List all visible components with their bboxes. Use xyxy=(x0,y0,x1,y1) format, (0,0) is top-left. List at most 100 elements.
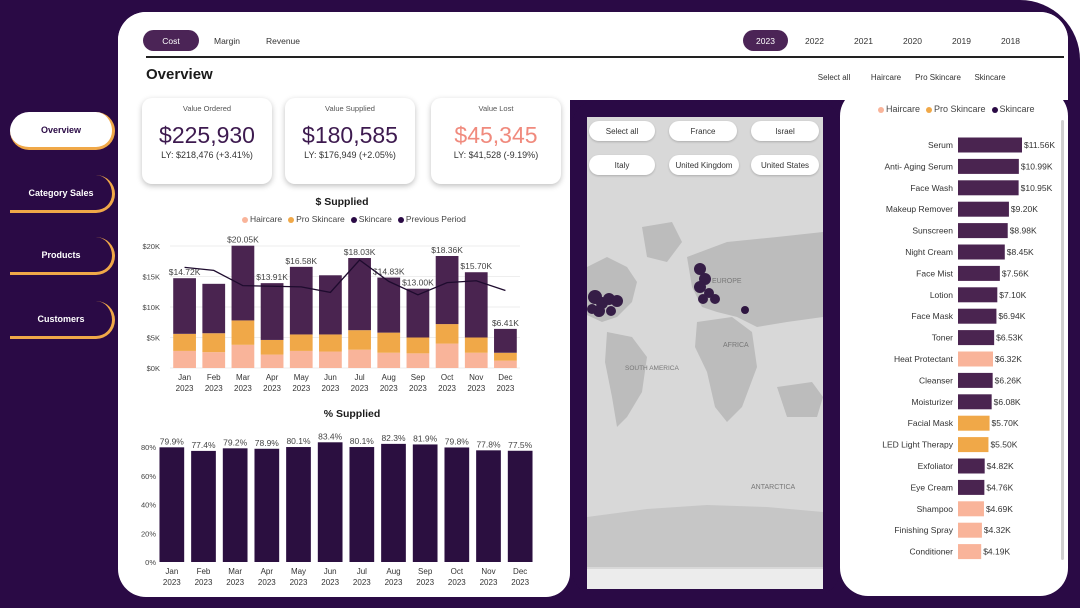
bar-segment-skincare[interactable] xyxy=(464,272,488,338)
bar-segment-haircare[interactable] xyxy=(464,352,488,368)
percent-bar[interactable] xyxy=(222,448,248,562)
bar-segment-skincare[interactable] xyxy=(377,277,401,333)
bar-segment-haircare[interactable] xyxy=(435,343,459,368)
tab-cost[interactable]: Cost xyxy=(143,30,199,51)
bar-segment-haircare[interactable] xyxy=(319,351,342,368)
bar-segment-pro-skincare[interactable] xyxy=(319,334,342,352)
product-bar[interactable] xyxy=(958,201,1009,217)
map-filter-united-states[interactable]: United States xyxy=(751,155,819,175)
percent-bar[interactable] xyxy=(286,447,311,562)
bar-segment-pro-skincare[interactable] xyxy=(377,332,401,353)
product-bar[interactable] xyxy=(958,522,982,538)
map-filter-france[interactable]: France xyxy=(669,121,737,141)
legend-skincare[interactable]: Skincare xyxy=(991,104,1035,114)
tab-2023[interactable]: 2023 xyxy=(743,30,788,51)
bar-segment-pro-skincare[interactable] xyxy=(173,333,196,351)
filter-pro-skincare[interactable]: Pro Skincare xyxy=(915,73,961,82)
legend-pro-skincare[interactable]: Pro Skincare xyxy=(926,104,986,114)
legend-previous-period[interactable]: Previous Period xyxy=(397,214,466,224)
tab-2022[interactable]: 2022 xyxy=(805,35,824,46)
world-map[interactable]: EUROPE AFRICA SOUTH AMERICA ANTARCTICA S… xyxy=(587,117,823,589)
product-bar[interactable] xyxy=(958,479,985,495)
nav-category-sales[interactable]: Category Sales xyxy=(10,175,115,213)
product-bar[interactable] xyxy=(958,180,1019,196)
bar-segment-haircare[interactable] xyxy=(231,344,255,368)
tab-2020[interactable]: 2020 xyxy=(903,35,922,46)
product-scrollbar[interactable] xyxy=(1061,120,1064,560)
tab-2019[interactable]: 2019 xyxy=(952,35,971,46)
bar-segment-pro-skincare[interactable] xyxy=(435,324,459,344)
bar-segment-haircare[interactable] xyxy=(348,349,371,368)
product-bar[interactable] xyxy=(958,415,990,431)
tab-2021[interactable]: 2021 xyxy=(854,35,873,46)
product-bar[interactable] xyxy=(958,137,1022,153)
bar-segment-skincare[interactable] xyxy=(406,288,430,338)
product-bar[interactable] xyxy=(958,372,993,388)
nav-overview[interactable]: Overview xyxy=(10,112,115,150)
legend-haircare[interactable]: Haircare xyxy=(242,214,282,224)
filter-skincare[interactable]: Skincare xyxy=(974,73,1006,82)
percent-bar[interactable] xyxy=(254,448,280,562)
bar-segment-pro-skincare[interactable] xyxy=(494,352,517,361)
bar-segment-pro-skincare[interactable] xyxy=(260,339,284,355)
map-filter-italy[interactable]: Italy xyxy=(589,155,655,175)
product-bar[interactable] xyxy=(958,244,1005,260)
percent-bar[interactable] xyxy=(159,447,185,562)
bar-segment-skincare[interactable] xyxy=(319,275,342,335)
bar-segment-haircare[interactable] xyxy=(289,350,313,368)
bar-segment-skincare[interactable] xyxy=(231,245,255,321)
map-filter-select-all[interactable]: Select all xyxy=(589,121,655,141)
bar-segment-pro-skincare[interactable] xyxy=(406,337,430,354)
nav-customers[interactable]: Customers xyxy=(10,301,115,339)
product-bar[interactable] xyxy=(958,501,984,517)
product-bar[interactable] xyxy=(958,223,1008,239)
bar-segment-skincare[interactable] xyxy=(202,283,226,334)
legend-skincare[interactable]: Skincare xyxy=(350,214,392,224)
bar-segment-pro-skincare[interactable] xyxy=(202,333,226,353)
bar-segment-skincare[interactable] xyxy=(260,283,284,340)
product-bar[interactable] xyxy=(958,437,989,453)
tab-revenue[interactable]: Revenue xyxy=(265,35,301,46)
percent-bar[interactable] xyxy=(191,450,216,562)
bar-segment-haircare[interactable] xyxy=(260,354,284,368)
percent-bar[interactable] xyxy=(412,444,438,562)
nav-products[interactable]: Products xyxy=(10,237,115,275)
percent-bar[interactable] xyxy=(476,450,501,562)
bar-segment-haircare[interactable] xyxy=(494,360,517,368)
percent-bar[interactable] xyxy=(444,447,470,562)
bar-segment-pro-skincare[interactable] xyxy=(231,320,255,345)
percent-bar[interactable] xyxy=(507,450,533,562)
percent-bar[interactable] xyxy=(381,443,406,562)
bar-segment-haircare[interactable] xyxy=(377,352,401,368)
map-filter-israel[interactable]: Israel xyxy=(751,121,819,141)
tab-margin[interactable]: Margin xyxy=(214,35,240,46)
product-bar[interactable] xyxy=(958,394,992,410)
tab-2018[interactable]: 2018 xyxy=(1001,35,1020,46)
filter-select-all[interactable]: Select all xyxy=(817,73,851,82)
product-bar[interactable] xyxy=(958,544,982,560)
legend-haircare[interactable]: Haircare xyxy=(878,104,920,114)
bar-segment-haircare[interactable] xyxy=(202,352,226,368)
product-bar[interactable] xyxy=(958,351,993,367)
product-bar[interactable] xyxy=(958,308,997,324)
legend-pro-skincare[interactable]: Pro Skincare xyxy=(288,214,345,224)
bar-segment-skincare[interactable] xyxy=(494,328,517,353)
product-bar[interactable] xyxy=(958,158,1019,174)
bar-segment-skincare[interactable] xyxy=(289,266,313,335)
bar-segment-skincare[interactable] xyxy=(348,258,371,331)
bar-segment-pro-skincare[interactable] xyxy=(348,330,371,350)
product-bar[interactable] xyxy=(958,287,998,303)
percent-bar[interactable] xyxy=(317,442,343,562)
map-filter-united-kingdom[interactable]: United Kingdom xyxy=(669,155,739,175)
product-bar[interactable] xyxy=(958,330,995,346)
filter-haircare[interactable]: Haircare xyxy=(870,73,902,82)
bar-segment-pro-skincare[interactable] xyxy=(464,337,488,353)
percent-bar[interactable] xyxy=(349,447,375,562)
bar-segment-skincare[interactable] xyxy=(435,256,459,325)
bar-segment-haircare[interactable] xyxy=(406,353,430,368)
product-bar[interactable] xyxy=(958,265,1000,281)
bar-segment-pro-skincare[interactable] xyxy=(289,334,313,351)
product-bar[interactable] xyxy=(958,458,985,474)
bar-segment-skincare[interactable] xyxy=(173,278,196,334)
bar-segment-haircare[interactable] xyxy=(173,350,196,368)
